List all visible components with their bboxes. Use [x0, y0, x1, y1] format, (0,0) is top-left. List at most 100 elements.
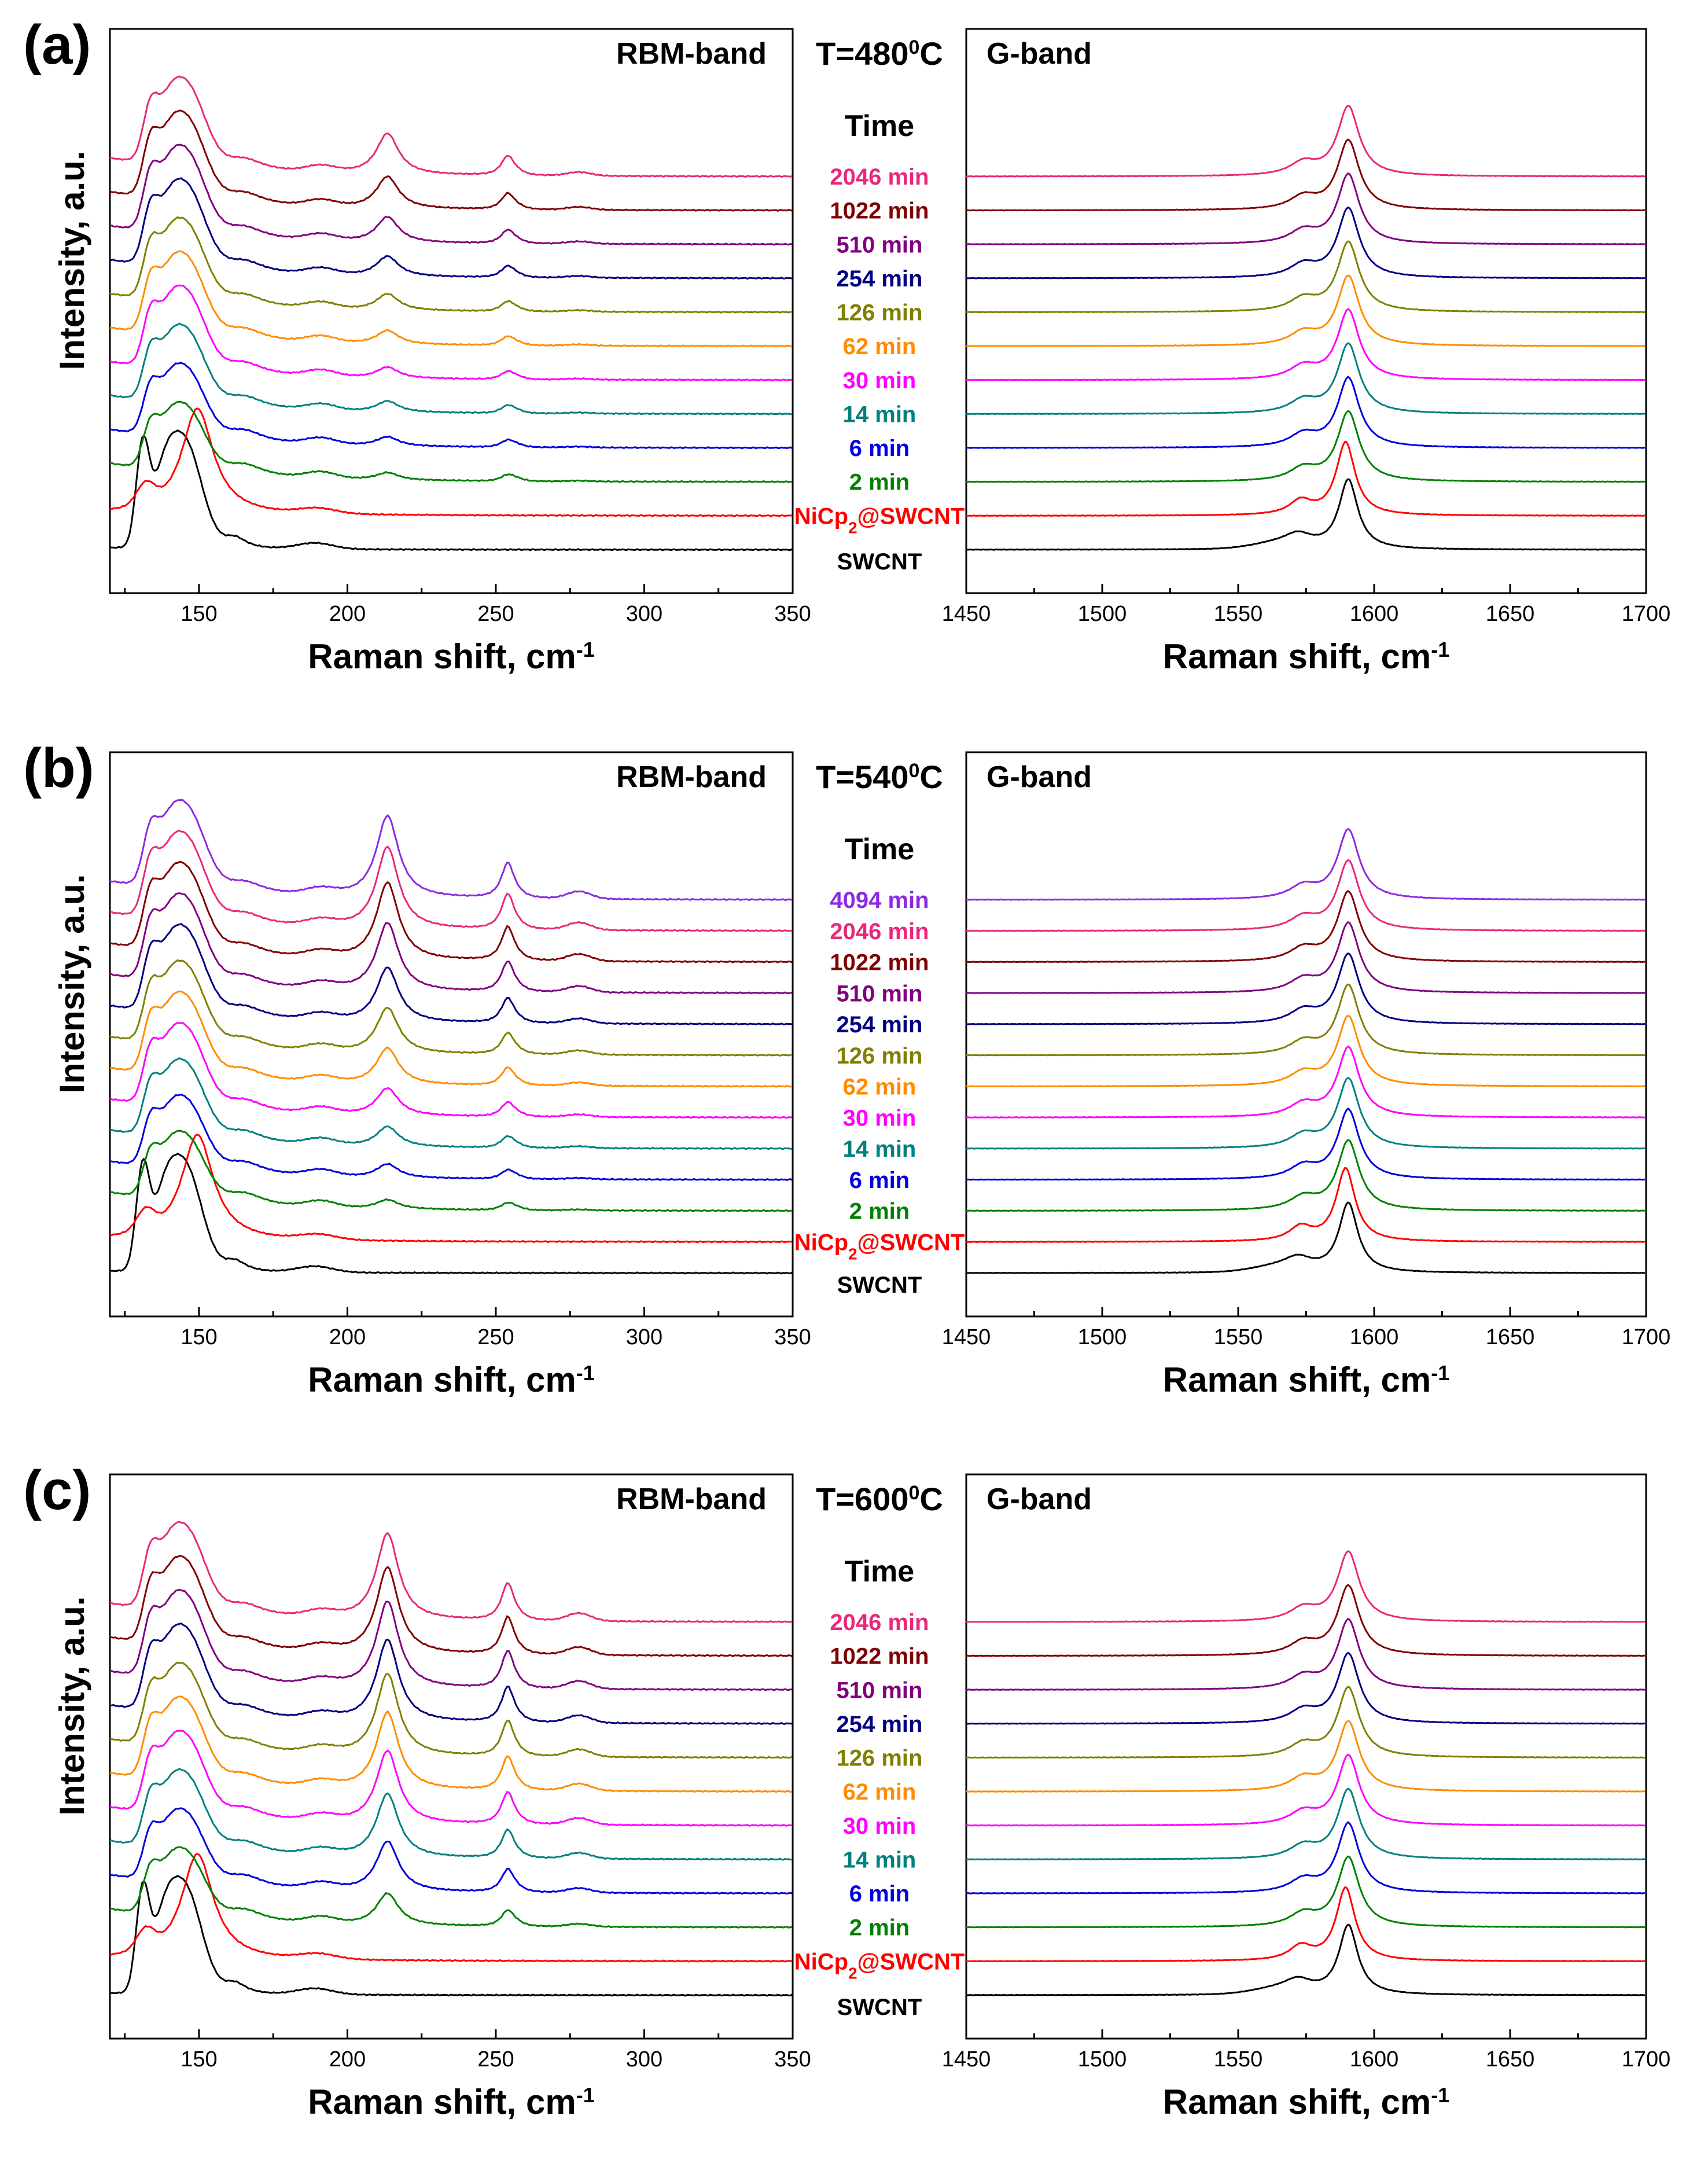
rbm-series-line — [109, 990, 793, 1088]
rbm-x-axis-label: Raman shift, cm-1 — [308, 637, 594, 676]
temperature-degree: 0 — [908, 1482, 919, 1504]
rbm-series-line — [109, 1695, 793, 1793]
rbm-series-line — [109, 284, 793, 382]
legend-label: 510 min — [837, 232, 923, 258]
legend-label: 254 min — [837, 1712, 923, 1737]
g-series-line — [966, 478, 1646, 551]
rbm-series-line — [109, 1021, 793, 1119]
rbm-series-line — [109, 1874, 793, 1997]
rbm-plot-frame — [109, 751, 794, 1318]
x-axis-label-superscript: -1 — [1431, 1361, 1449, 1385]
rbm-tick-label: 250 — [477, 2047, 514, 2072]
legend-title: Time — [845, 833, 914, 866]
legend-label: 6 min — [849, 1881, 910, 1907]
rbm-series-line — [109, 1520, 793, 1624]
rbm-series-line — [109, 400, 793, 484]
g-series-line — [966, 172, 1646, 246]
g-band-title: G-band — [986, 37, 1092, 71]
g-series-line — [966, 952, 1646, 1025]
gband-plot-frame — [965, 751, 1647, 1318]
rbm-series-line — [109, 1767, 793, 1861]
legend-label: 30 min — [843, 368, 916, 393]
temperature-title: T=5400C — [816, 759, 943, 795]
g-series-line — [966, 342, 1646, 415]
g-series-line — [966, 1651, 1646, 1725]
g-band-title: G-band — [986, 1483, 1092, 1516]
rbm-plot-frame — [109, 1473, 794, 2040]
g-series-line — [966, 138, 1646, 212]
g-series-line — [966, 376, 1646, 449]
x-axis-label-superscript: -1 — [1431, 638, 1449, 661]
temperature-unit: C — [919, 35, 943, 72]
rbm-series-line — [109, 1130, 792, 1212]
rbm-x-axis-label: Raman shift, cm-1 — [308, 1360, 594, 1399]
rbm-series-line — [110, 923, 793, 1026]
rbm-band-title: RBM-band — [616, 1483, 767, 1516]
panel-a: (a) RBM-band G-band T=4800C Intensity, a.u. 1… — [23, 14, 1670, 676]
panel-label: (c) — [23, 1459, 91, 1521]
x-axis-label-superscript: -1 — [576, 2083, 595, 2107]
legend-label: NiCp2@SWCNT — [794, 1230, 965, 1263]
rbm-series-line — [109, 799, 793, 902]
panel-label: (a) — [23, 14, 91, 76]
legend-label: 126 min — [837, 1043, 923, 1069]
g-series-line — [966, 889, 1646, 963]
x-axis-label-text: Raman shift, cm — [1163, 2083, 1431, 2121]
legend-label-text: NiCp — [794, 1949, 848, 1974]
g-series-line — [966, 1139, 1646, 1212]
g-x-axis-label: Raman shift, cm-1 — [1163, 637, 1449, 676]
legend-label-suffix: @SWCNT — [857, 1230, 965, 1255]
rbm-tick-label: 300 — [626, 2047, 662, 2072]
rbm-tick-label: 150 — [181, 1325, 217, 1349]
g-band-title: G-band — [986, 760, 1092, 794]
rbm-tick-label: 200 — [329, 1325, 366, 1349]
panel-label: (b) — [23, 737, 94, 799]
rbm-tick-label: 250 — [477, 602, 514, 626]
g-series-line — [966, 1107, 1646, 1181]
rbm-series-line — [109, 1152, 793, 1275]
g-series-line — [966, 1821, 1646, 1895]
g-series-line — [966, 308, 1646, 381]
rbm-tick-label: 250 — [477, 1325, 514, 1349]
g-tick-label: 1650 — [1486, 2047, 1535, 2072]
g-tick-label: 1500 — [1078, 602, 1127, 626]
g-series-line — [966, 1617, 1646, 1691]
rbm-series-line — [110, 177, 793, 280]
x-axis-label-text: Raman shift, cm — [1163, 637, 1431, 676]
x-axis-label-text: Raman shift, cm — [1163, 1360, 1431, 1399]
x-axis-label-text: Raman shift, cm — [308, 2083, 576, 2121]
rbm-series-line — [109, 362, 793, 450]
g-tick-label: 1450 — [942, 1325, 991, 1349]
legend-label: 2046 min — [830, 164, 929, 190]
rbm-tick-label: 200 — [329, 602, 366, 626]
legend-label: 14 min — [843, 1847, 916, 1873]
legend-label-subscript: 2 — [848, 1964, 857, 1982]
g-series-line — [966, 1686, 1646, 1759]
g-tick-label: 1600 — [1350, 2047, 1399, 2072]
rbm-series-line — [109, 144, 793, 246]
legend-label-subscript: 2 — [848, 1245, 857, 1263]
legend-label: 1022 min — [830, 198, 929, 224]
legend-label: 62 min — [843, 1075, 916, 1100]
rbm-tick-label: 300 — [626, 1325, 662, 1349]
temperature-degree: 0 — [908, 36, 919, 58]
legend-label: 126 min — [837, 300, 923, 326]
temperature-value: T=540 — [816, 759, 908, 795]
rbm-tick-label: 350 — [774, 2047, 811, 2072]
g-tick-label: 1500 — [1078, 2047, 1127, 2072]
g-series-line — [966, 1923, 1646, 1996]
panel-c: (c) RBM-band G-band T=6000C Intensity, a.u. 1… — [23, 1459, 1670, 2121]
rbm-series-line — [109, 1589, 793, 1691]
y-axis-label: Intensity, a.u. — [53, 1596, 91, 1816]
g-tick-label: 1600 — [1350, 602, 1399, 626]
g-series-line — [966, 1201, 1646, 1274]
legend-label: 126 min — [837, 1746, 923, 1771]
legend-label: 6 min — [849, 436, 910, 461]
rbm-series-line — [109, 1846, 792, 1929]
legend-label: 6 min — [849, 1168, 910, 1193]
rbm-band-title: RBM-band — [616, 37, 767, 71]
g-series-line — [966, 274, 1646, 347]
legend-label: SWCNT — [837, 1995, 922, 2020]
rbm-series-line — [109, 892, 793, 995]
legend-label: 2046 min — [830, 1610, 929, 1635]
